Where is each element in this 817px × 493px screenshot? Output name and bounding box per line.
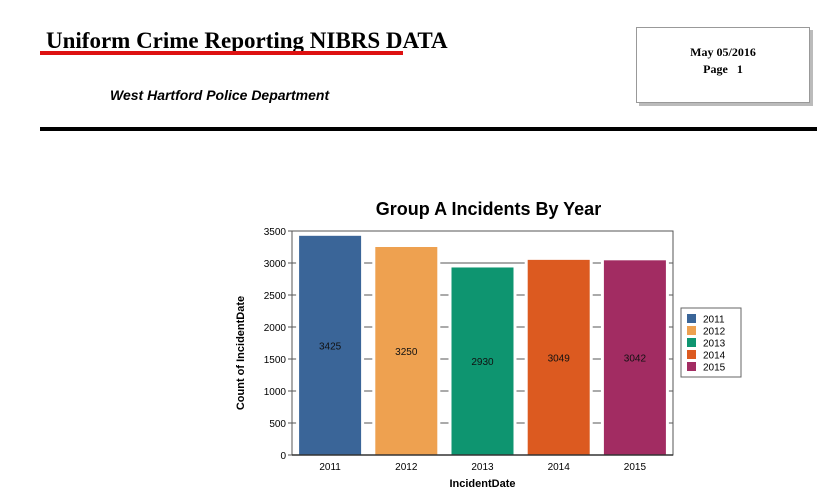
legend-entry: 2014 (703, 351, 726, 362)
bar-2012 (375, 247, 438, 455)
y-tick-label: 500 (269, 419, 286, 430)
data-label: 3049 (548, 353, 571, 364)
y-tick-label: 3000 (264, 259, 287, 270)
x-tick-label: 2015 (624, 462, 647, 473)
legend-entry: 2011 (703, 315, 725, 326)
legend-entry: 2013 (703, 339, 726, 350)
x-tick-label: 2012 (395, 462, 418, 473)
legend-entry: 2012 (703, 327, 726, 338)
chart-title: Group A Incidents By Year (376, 199, 601, 219)
legend-swatch-2014 (687, 350, 696, 359)
x-axis-label: IncidentDate (449, 478, 515, 490)
date-page-box: May 05/2016 Page 1 (636, 27, 810, 103)
data-label: 3042 (624, 354, 647, 365)
x-tick-label: 2013 (471, 462, 494, 473)
x-tick-label: 2014 (548, 462, 571, 473)
legend-entry: 2015 (703, 363, 726, 374)
y-tick-label: 3500 (264, 227, 287, 238)
page-number: Page 1 (703, 62, 743, 76)
data-label: 3250 (395, 347, 418, 358)
y-tick-label: 0 (280, 451, 286, 462)
y-axis-label: Count of IncidentDate (235, 296, 247, 410)
bar-2015 (603, 260, 666, 455)
report-date: May 05/2016 (690, 45, 756, 59)
legend-swatch-2012 (687, 326, 696, 335)
y-tick-label: 1000 (264, 387, 287, 398)
y-tick-label: 2000 (264, 323, 287, 334)
data-label: 3425 (319, 341, 342, 352)
data-label: 2930 (471, 357, 494, 368)
bar-2014 (527, 259, 590, 455)
x-tick-label: 2011 (319, 462, 341, 473)
bar-2011 (299, 235, 362, 455)
legend-swatch-2015 (687, 362, 696, 371)
department-name: West Hartford Police Department (110, 87, 330, 103)
legend-swatch-2011 (687, 314, 696, 323)
legend-swatch-2013 (687, 338, 696, 347)
y-tick-label: 2500 (264, 291, 287, 302)
title-underline (40, 51, 403, 55)
report-title: Uniform Crime Reporting NIBRS DATA (46, 28, 448, 53)
bar-2013 (451, 267, 514, 455)
header-divider (40, 127, 817, 131)
y-tick-label: 1500 (264, 355, 287, 366)
